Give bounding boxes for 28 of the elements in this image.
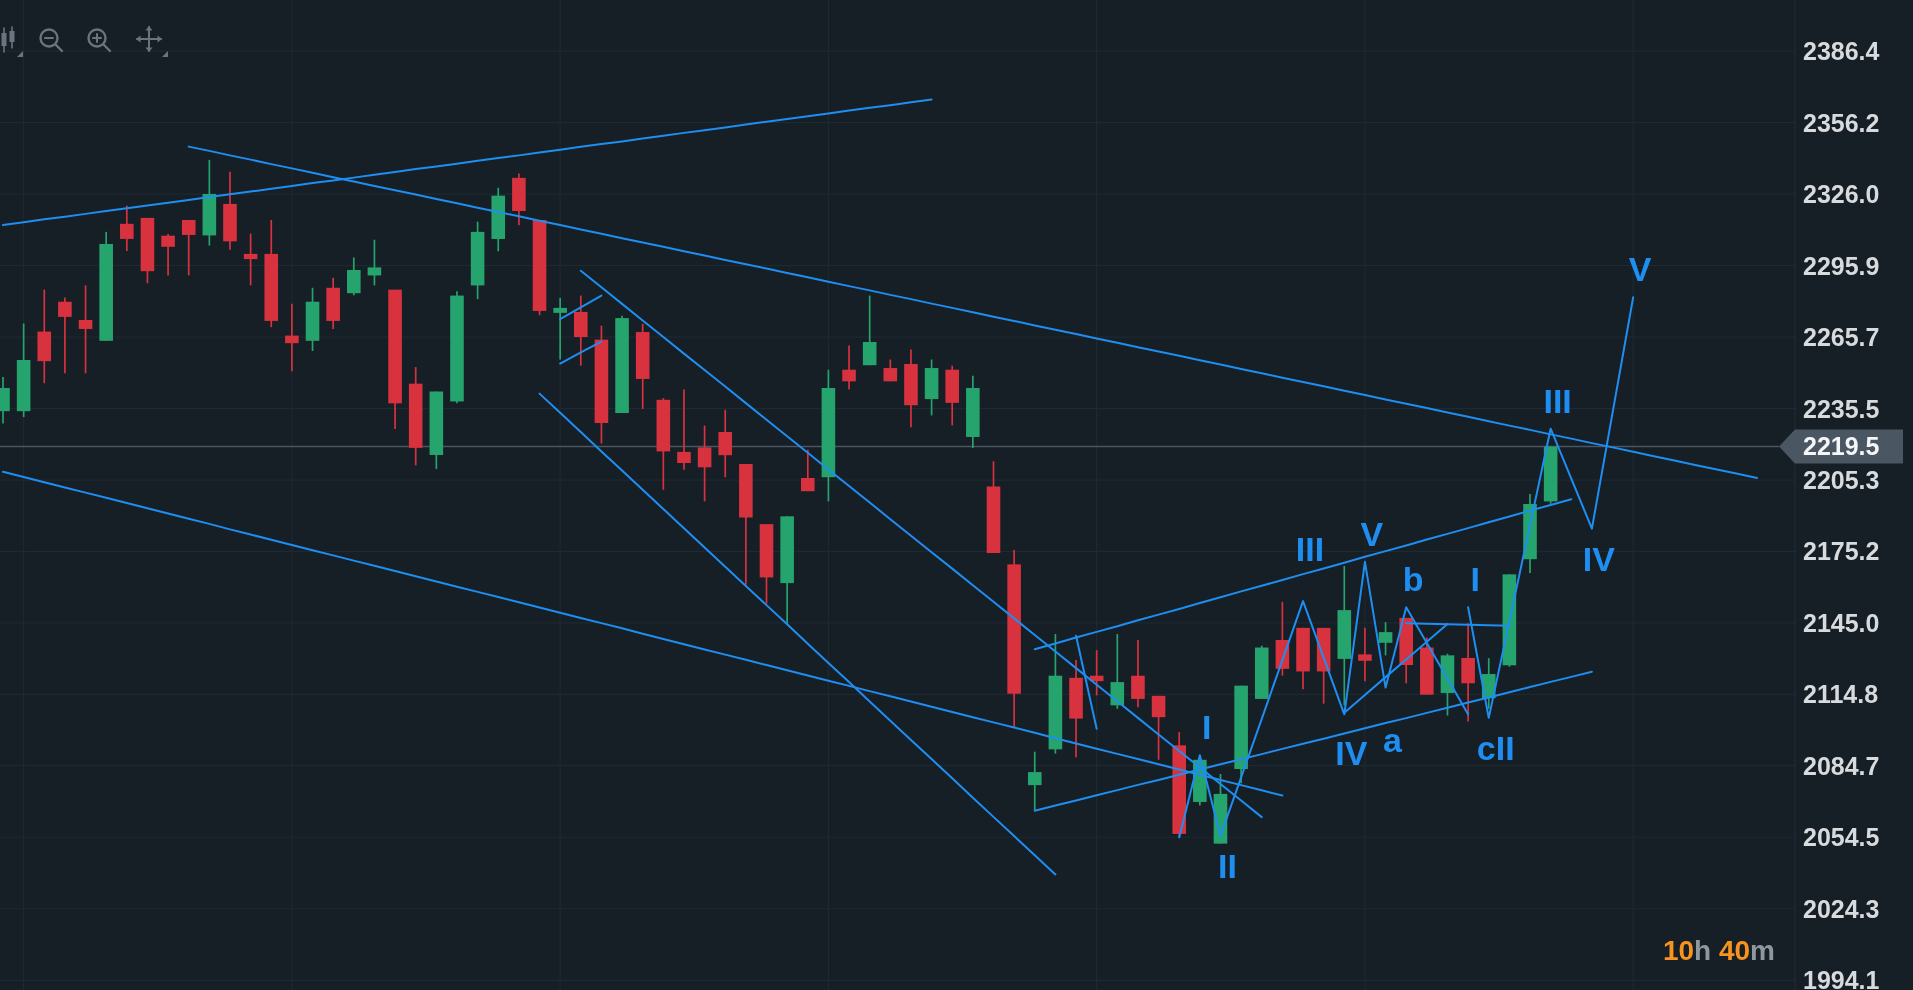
data-label: cII: [1476, 729, 1515, 768]
data-label: a: [1383, 721, 1404, 760]
y-tick-label: 2295.9: [1803, 251, 1880, 280]
y-tick-label: 2114.8: [1803, 680, 1879, 709]
y-tick-label: 2326.0: [1803, 180, 1880, 209]
data-label: I: [1470, 560, 1480, 599]
y-tick-label: 2235.5: [1803, 394, 1880, 423]
data-label: V: [1360, 514, 1384, 553]
ref-line-label: 2219.5: [1803, 432, 1880, 461]
data-label: IV: [1582, 540, 1616, 579]
annotation: 10h 40m: [1662, 935, 1775, 966]
y-tick-label: 2145.0: [1803, 608, 1880, 637]
y-tick-label: 2205.3: [1803, 466, 1880, 495]
data-label: V: [1628, 250, 1652, 289]
y-tick-label: 2265.7: [1803, 323, 1880, 352]
data-label: IV: [1335, 733, 1368, 772]
data-label: III: [1295, 530, 1325, 569]
data-label: I: [1202, 708, 1212, 747]
y-tick-label: 2386.4: [1803, 37, 1880, 66]
data-label: II: [1218, 847, 1237, 886]
y-tick-label: 1994.1: [1803, 966, 1880, 990]
data-label: III: [1543, 381, 1572, 420]
y-tick-label: 2084.7: [1803, 751, 1880, 780]
y-tick-label: 2356.2: [1803, 108, 1880, 137]
y-tick-label: 2175.2: [1803, 537, 1880, 566]
y-tick-label: 2024.3: [1803, 894, 1880, 923]
data-label: b: [1402, 560, 1424, 599]
y-tick-label: 2054.5: [1803, 823, 1880, 852]
